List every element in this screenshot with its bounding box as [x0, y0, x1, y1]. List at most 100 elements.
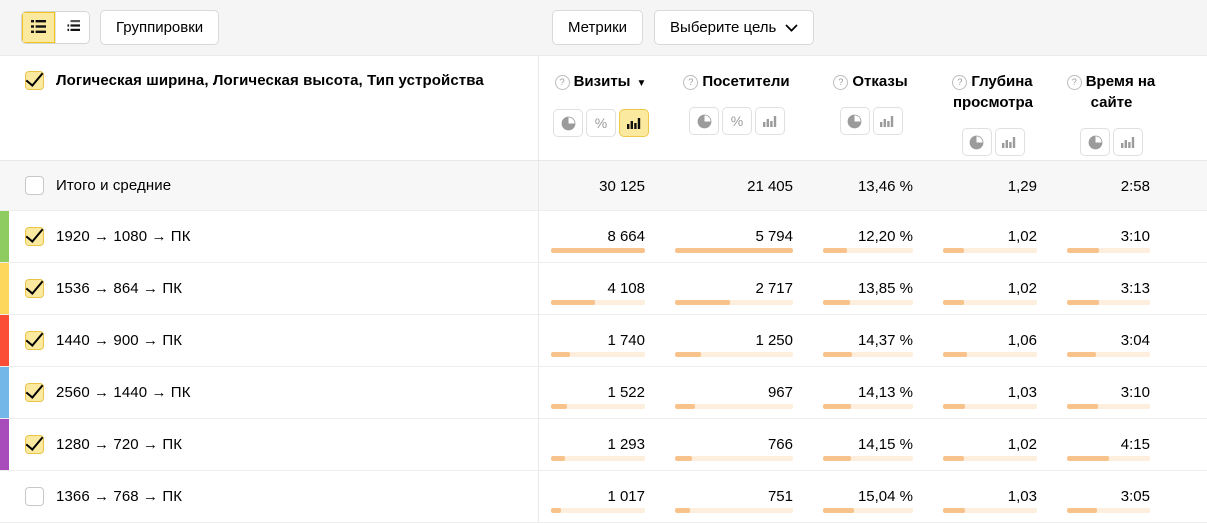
- tree-icon: [65, 19, 80, 36]
- row-checkbox[interactable]: [26, 280, 43, 297]
- help-icon[interactable]: ?: [556, 76, 569, 89]
- pie-chart-icon-button[interactable]: [962, 129, 991, 155]
- table-row[interactable]: 1366 → 768 → ПК 1 017 751 15,04 % 1,03 3:05: [0, 471, 1207, 523]
- metric-visits-toggles[interactable]: %: [554, 110, 648, 136]
- cell-value: 3:13: [1120, 279, 1150, 297]
- cell-value: 3:04: [1120, 331, 1150, 349]
- bar-chart-icon-button[interactable]: [620, 110, 648, 136]
- totals-row: Итого и средние 30 125 21 405 13,46 % 1,…: [0, 161, 1207, 211]
- bar-chart-icon-button[interactable]: [756, 108, 784, 134]
- row-label: 1920 → 1080 → ПК: [56, 228, 191, 245]
- metric-header-visits[interactable]: ? Визиты ▼ %: [539, 56, 663, 160]
- row-label: 2560 → 1440 → ПК: [56, 384, 191, 401]
- table-row[interactable]: 1536 → 864 → ПК 4 108 2 717 13,85 % 1,02 3:13: [0, 263, 1207, 315]
- select-goal-button[interactable]: Выберите цель: [655, 11, 814, 44]
- toolbar-left-group: Группировки: [22, 11, 219, 44]
- cell-time: 3:10: [1055, 211, 1168, 262]
- cell-bar-fill: [943, 508, 965, 513]
- view-mode-toggle[interactable]: [22, 12, 89, 43]
- help-icon[interactable]: ?: [1068, 76, 1081, 89]
- metric-header-visitors[interactable]: ? Посетители %: [663, 56, 811, 160]
- row-color-swatch: [0, 367, 9, 418]
- bar-chart-icon: [880, 116, 894, 127]
- cell-depth: 1,03: [931, 471, 1055, 522]
- pie-chart-icon: [1088, 135, 1102, 149]
- row-checkbox[interactable]: [26, 488, 43, 505]
- cell-value: 15,04 %: [857, 487, 913, 505]
- pie-chart-icon-button[interactable]: [690, 108, 718, 134]
- metric-header-time[interactable]: ? Время на сайте: [1055, 56, 1168, 160]
- table-row[interactable]: 1440 → 900 → ПК 1 740 1 250 14,37 % 1,06 3:04: [0, 315, 1207, 367]
- table-row[interactable]: 1280 → 720 → ПК 1 293 766 14,15 % 1,02 4:15: [0, 419, 1207, 471]
- pie-chart-icon-button[interactable]: [1081, 129, 1109, 155]
- row-checkbox[interactable]: [26, 436, 43, 453]
- cell-value: 2 717: [755, 279, 793, 297]
- cell-bar-fill: [823, 456, 851, 461]
- percent-icon-button[interactable]: %: [723, 108, 751, 134]
- groupings-button[interactable]: Группировки: [101, 11, 219, 44]
- pie-chart-icon-button[interactable]: [840, 108, 869, 134]
- cell-visitors: 766: [663, 419, 811, 470]
- cell-depth: 1,02: [931, 419, 1055, 470]
- metric-label: Время на сайте: [1085, 73, 1156, 111]
- cell-time: 3:13: [1055, 263, 1168, 314]
- totals-checkbox[interactable]: [26, 177, 43, 194]
- cell-value: 1 293: [607, 435, 645, 453]
- metric-visitors-toggles[interactable]: %: [690, 108, 784, 134]
- cell-bar: [823, 508, 913, 513]
- cell-visits: 1 293: [539, 419, 663, 470]
- cell-value: 751: [767, 487, 793, 505]
- bar-chart-icon-button[interactable]: [873, 108, 902, 134]
- help-icon[interactable]: ?: [684, 76, 697, 89]
- chevron-down-icon: [785, 19, 798, 36]
- metrics-button[interactable]: Метрики: [553, 11, 643, 44]
- row-label: 1536 → 864 → ПК: [56, 280, 183, 297]
- metric-time-toggles[interactable]: [1081, 129, 1142, 155]
- table-row[interactable]: 2560 → 1440 → ПК 1 522 967 14,13 % 1,03 3:10: [0, 367, 1207, 419]
- cell-value: 1,29: [1007, 177, 1037, 195]
- cell-bar: [675, 404, 793, 409]
- cell-bar-fill: [823, 508, 854, 513]
- metric-header-depth[interactable]: ? Глубина просмотра: [931, 56, 1055, 160]
- help-icon[interactable]: ?: [953, 76, 966, 89]
- pie-chart-icon: [561, 116, 575, 130]
- cell-bar: [943, 352, 1037, 357]
- metric-header-bounce[interactable]: ? Отказы: [811, 56, 931, 160]
- cell-bar-fill: [675, 404, 696, 409]
- list-view-button[interactable]: [22, 12, 56, 43]
- metric-label: Посетители: [702, 73, 790, 90]
- cell-value: 3:05: [1120, 487, 1150, 505]
- cell-bar-fill: [943, 352, 967, 357]
- row-color-swatch: [0, 419, 9, 470]
- bar-chart-icon-button[interactable]: [995, 129, 1024, 155]
- cell-value: 13,85 %: [857, 279, 913, 297]
- row-checkbox[interactable]: [26, 228, 43, 245]
- pie-chart-icon-button[interactable]: [554, 110, 582, 136]
- row-dimension-cell: 1440 → 900 → ПК: [0, 315, 539, 366]
- metric-depth-toggles[interactable]: [962, 129, 1024, 155]
- row-checkbox[interactable]: [26, 332, 43, 349]
- cell-value: 1,02: [1007, 435, 1037, 453]
- cell-time: 3:10: [1055, 367, 1168, 418]
- metric-bounce-toggles[interactable]: [840, 108, 902, 134]
- metric-header-visitors-title: ? Посетители: [676, 71, 797, 92]
- totals-dimension-cell: Итого и средние: [0, 161, 539, 210]
- cell-bar: [551, 508, 645, 513]
- bar-chart-icon-button[interactable]: [1114, 129, 1142, 155]
- dimension-header-label: Логическая ширина, Логическая высота, Ти…: [56, 72, 484, 89]
- select-all-checkbox[interactable]: [26, 72, 43, 89]
- cell-visitors: 1 250: [663, 315, 811, 366]
- cell-bar: [1067, 404, 1150, 409]
- percent-icon-button[interactable]: %: [587, 110, 615, 136]
- help-icon[interactable]: ?: [834, 76, 847, 89]
- cell-bar-fill: [551, 508, 562, 513]
- cell-bar: [823, 456, 913, 461]
- cell-bar-fill: [551, 248, 645, 253]
- row-checkbox[interactable]: [26, 384, 43, 401]
- row-color-swatch: [0, 315, 9, 366]
- tree-view-button[interactable]: [56, 12, 89, 43]
- table-row[interactable]: 1920 → 1080 → ПК 8 664 5 794 12,20 % 1,02 3:1…: [0, 211, 1207, 263]
- sort-desc-icon[interactable]: ▼: [636, 78, 647, 89]
- cell-bounce: 15,04 %: [811, 471, 931, 522]
